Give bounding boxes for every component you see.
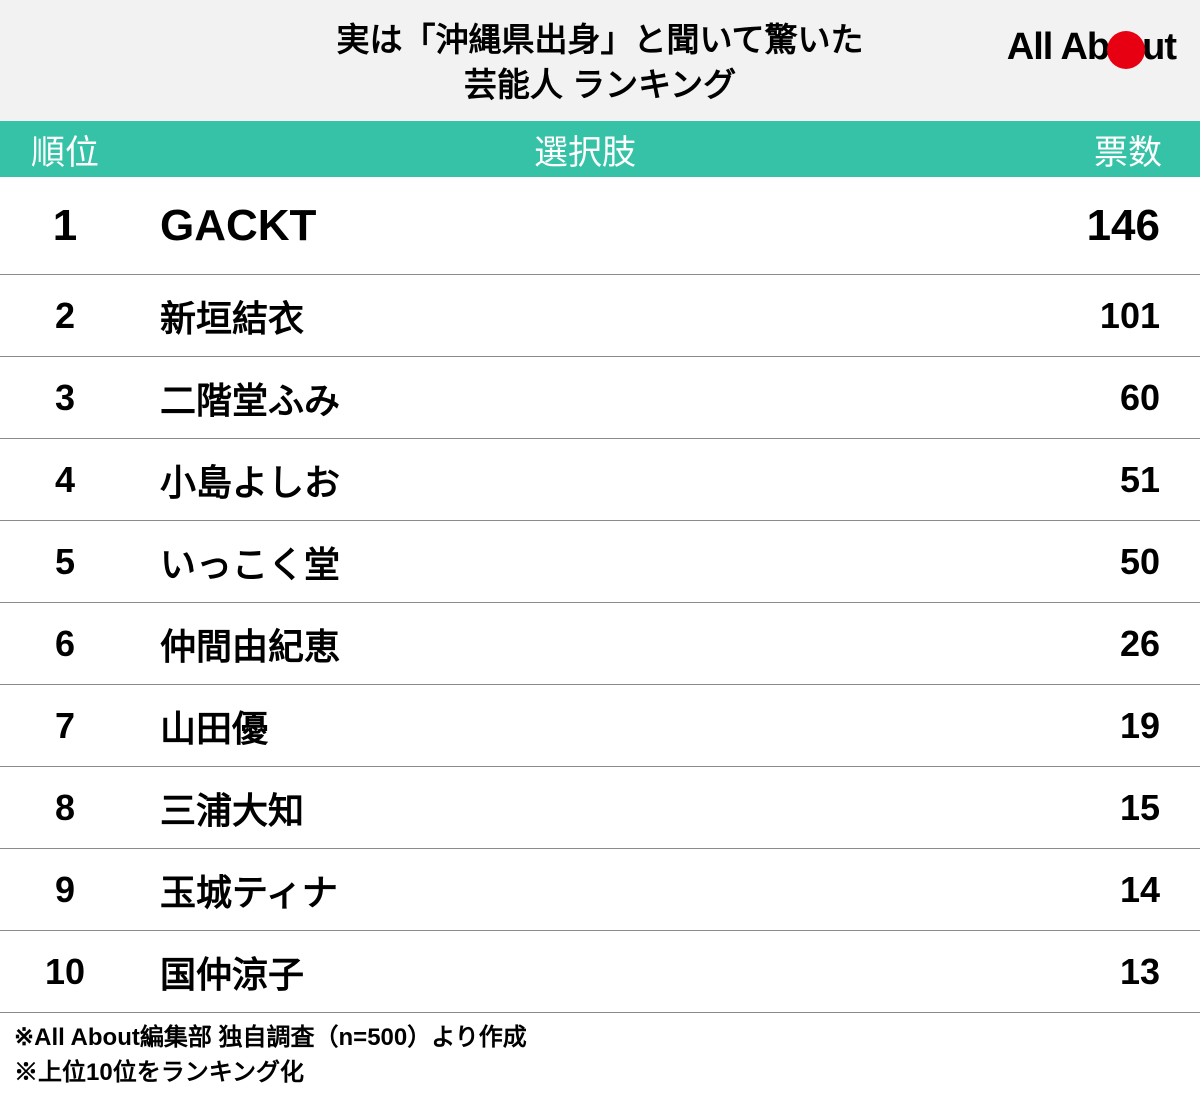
table-body: 1GACKT1462新垣結衣1013二階堂ふみ604小島よしお515いっこく堂5…	[0, 177, 1200, 1013]
logo-red-circle-icon	[1107, 31, 1145, 69]
cell-rank: 4	[0, 459, 130, 501]
logo-text-suffix: ut	[1142, 26, 1176, 69]
cell-rank: 10	[0, 951, 130, 993]
cell-votes: 146	[1040, 201, 1200, 251]
cell-choice: 新垣結衣	[130, 290, 1040, 342]
cell-rank: 9	[0, 869, 130, 911]
column-header-choice: 選択肢	[130, 125, 1040, 174]
table-row: 3二階堂ふみ60	[0, 357, 1200, 439]
table-row: 10国仲涼子13	[0, 931, 1200, 1013]
cell-choice: 国仲涼子	[130, 946, 1040, 998]
cell-votes: 50	[1040, 541, 1200, 583]
logo-text-prefix: All Ab	[1007, 26, 1109, 69]
footnotes: ※All About編集部 独自調査（n=500）より作成※上位10位をランキン…	[0, 1013, 1200, 1099]
cell-votes: 26	[1040, 623, 1200, 665]
cell-choice: いっこく堂	[130, 536, 1040, 588]
cell-rank: 5	[0, 541, 130, 583]
cell-choice: 二階堂ふみ	[130, 372, 1040, 424]
table-row: 9玉城ティナ14	[0, 849, 1200, 931]
table-row: 1GACKT146	[0, 177, 1200, 275]
brand-logo: All Ab ut	[1007, 26, 1176, 69]
cell-votes: 14	[1040, 869, 1200, 911]
footnote-line: ※All About編集部 独自調査（n=500）より作成	[14, 1021, 1186, 1056]
cell-rank: 8	[0, 787, 130, 829]
cell-votes: 51	[1040, 459, 1200, 501]
column-header-votes: 票数	[1040, 125, 1200, 174]
table-row: 5いっこく堂50	[0, 521, 1200, 603]
cell-votes: 13	[1040, 951, 1200, 993]
cell-rank: 2	[0, 295, 130, 337]
cell-rank: 3	[0, 377, 130, 419]
cell-choice: 小島よしお	[130, 454, 1040, 506]
cell-votes: 101	[1040, 295, 1200, 337]
table-header: 順位 選択肢 票数	[0, 121, 1200, 177]
cell-choice: 三浦大知	[130, 782, 1040, 834]
table-row: 4小島よしお51	[0, 439, 1200, 521]
table-row: 6仲間由紀恵26	[0, 603, 1200, 685]
cell-votes: 15	[1040, 787, 1200, 829]
footnote-line: ※上位10位をランキング化	[14, 1056, 1186, 1091]
cell-choice: 山田優	[130, 700, 1040, 752]
cell-choice: 玉城ティナ	[130, 864, 1040, 916]
cell-rank: 1	[0, 201, 130, 251]
cell-votes: 19	[1040, 705, 1200, 747]
cell-rank: 7	[0, 705, 130, 747]
cell-choice: 仲間由紀恵	[130, 618, 1040, 670]
column-header-rank: 順位	[0, 125, 130, 174]
cell-votes: 60	[1040, 377, 1200, 419]
table-row: 7山田優19	[0, 685, 1200, 767]
cell-rank: 6	[0, 623, 130, 665]
cell-choice: GACKT	[130, 201, 1040, 251]
table-row: 8三浦大知15	[0, 767, 1200, 849]
table-row: 2新垣結衣101	[0, 275, 1200, 357]
header-area: 実は「沖縄県出身」と聞いて驚いた 芸能人 ランキング All Ab ut	[0, 0, 1200, 121]
